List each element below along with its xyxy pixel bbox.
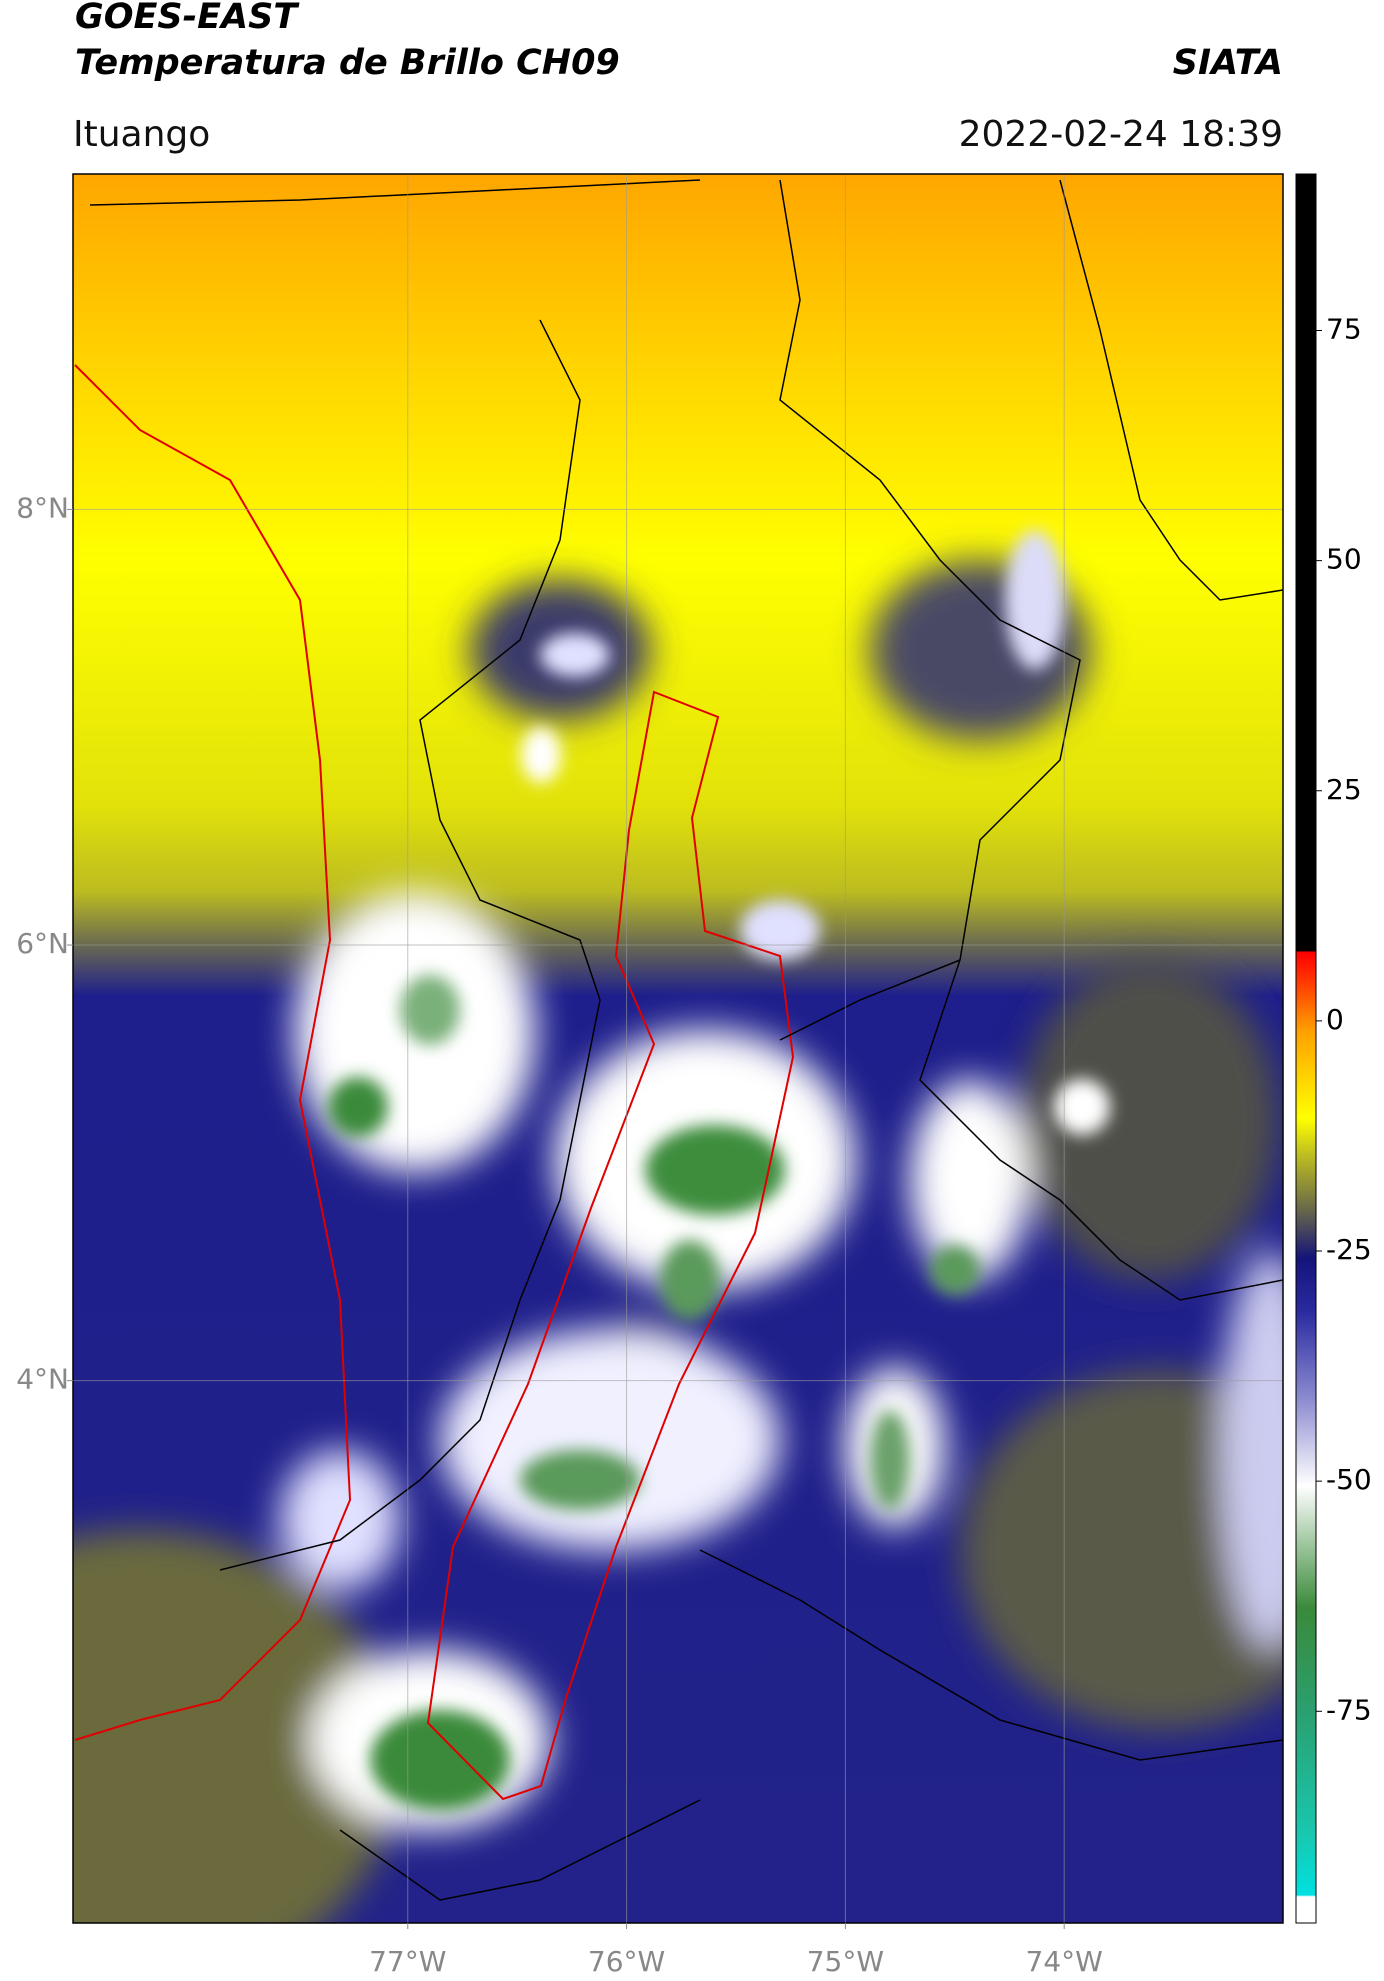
grid [73, 174, 1283, 1923]
colorbar-tick-label: 75 [1326, 312, 1362, 345]
y-tick-label: 6°N [16, 927, 69, 960]
colorbar-tick-label: 25 [1326, 773, 1362, 806]
colorbar-tick-label: -50 [1326, 1463, 1372, 1496]
location: Ituango [73, 114, 210, 155]
colorbar-tick-label: 0 [1326, 1003, 1344, 1036]
y-tick-label: 8°N [16, 491, 69, 524]
source: SIATA [1173, 43, 1283, 83]
datetime: 2022-02-24 18:39 [959, 114, 1283, 155]
satellite-image [73, 174, 1283, 1923]
colorbar-tick-label: -75 [1326, 1693, 1372, 1726]
colorbar [1295, 173, 1317, 1924]
x-tick-label: 76°W [588, 1945, 665, 1978]
subtitle: Temperatura de Brillo CH09 [75, 43, 620, 83]
colorbar-tick-label: 50 [1326, 543, 1362, 576]
y-tick-label: 4°N [16, 1363, 69, 1396]
x-tick-label: 77°W [369, 1945, 446, 1978]
x-tick-label: 74°W [1026, 1945, 1103, 1978]
title: GOES-EAST [75, 0, 300, 37]
colorbar-tick-label: -25 [1326, 1233, 1372, 1266]
map-frame [72, 173, 1284, 1924]
x-tick-label: 75°W [807, 1945, 884, 1978]
